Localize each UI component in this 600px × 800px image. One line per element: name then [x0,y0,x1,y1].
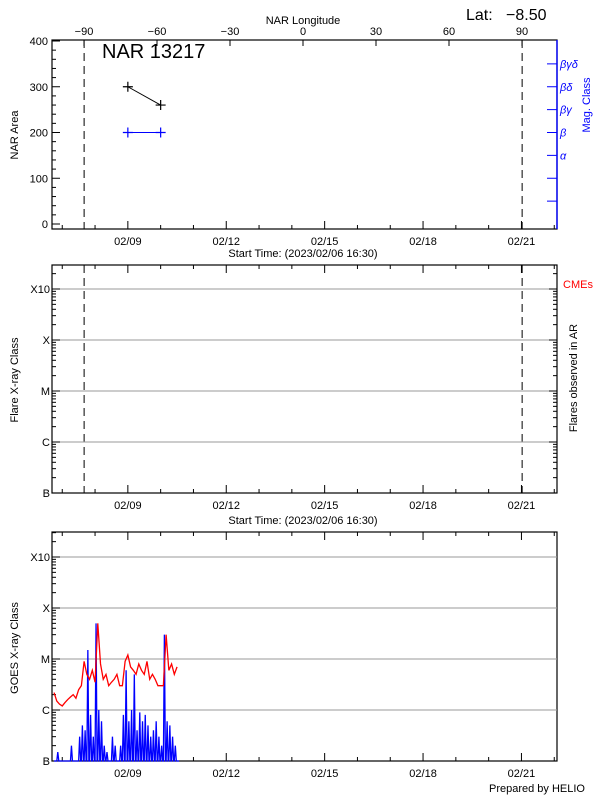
x-tick-label: 02/09 [114,500,142,512]
cmes-label: CMEs [563,279,593,291]
panel-2-frame [51,264,558,494]
y-tick-label: C [42,437,50,449]
y-tick-label: X [43,603,51,615]
lon-tick-label: 30 [370,26,382,38]
lon-tick-label: 0 [300,26,306,38]
y-tick-label: 400 [30,36,48,48]
area-point [122,81,133,92]
mag-tick-label: α [560,150,567,162]
footer-credit: Prepared by HELIO [489,783,585,795]
lon-tick-label: 60 [443,26,455,38]
mag-tick-label: βγδ [559,59,579,71]
lon-tick-label: −30 [221,26,240,38]
mag-tick-label: βδ [559,82,573,94]
x-tick-label: 02/21 [508,500,536,512]
x-tick-label: 02/12 [212,236,240,248]
area-point [155,100,166,111]
y-tick-label: X [43,335,51,347]
y-tick-label: X10 [30,552,50,564]
y-tick-label: C [42,705,50,717]
mag-tick-label: βγ [559,105,573,117]
goes-axis-label: GOES X-ray Class [9,602,21,694]
goes-short-channel-line [54,623,180,762]
x-tick-label: 02/15 [311,500,339,512]
panel1-xlabel: Start Time: (2023/02/06 16:30) [228,248,377,260]
y-tick-label: M [41,654,50,666]
y-tick-label: B [43,488,50,500]
flare-axis-label: Flare X-ray Class [9,337,21,422]
y-tick-label: X10 [30,284,50,296]
y-tick-label: 0 [42,219,48,231]
mag-class-point [122,127,133,138]
y-tick-label: 100 [30,173,48,185]
goes-long-channel-line [53,623,178,707]
x-tick-label: 02/21 [508,768,536,780]
mag-class-point [155,127,166,138]
lon-tick-label: 90 [516,26,528,38]
x-tick-label: 02/18 [409,500,437,512]
lat-value: −8.50 [506,7,547,24]
area-line [127,86,161,106]
x-tick-label: 02/21 [508,236,536,248]
x-tick-label: 02/09 [114,768,142,780]
mag-tick-label: β [559,128,567,140]
y-tick-label: M [41,386,50,398]
x-tick-label: 02/09 [114,236,142,248]
x-tick-label: 02/12 [212,500,240,512]
mag-class-axis-label: Mag. Class [581,77,593,133]
panel2-xlabel: Start Time: (2023/02/06 16:30) [228,515,377,527]
y-tick-label: B [43,756,50,768]
x-tick-label: 02/18 [409,236,437,248]
lat-label: Lat: [466,7,493,24]
y-tick-label: 200 [30,128,48,140]
area-axis-label: NAR Area [9,110,21,160]
x-tick-label: 02/15 [311,236,339,248]
top-axis-label: NAR Longitude [266,15,341,27]
x-tick-label: 02/12 [212,768,240,780]
region-title: NAR 13217 [102,41,205,63]
y-tick-label: 300 [30,82,48,94]
flares-observed-label: Flares observed in AR [568,324,580,432]
x-tick-label: 02/15 [311,768,339,780]
lon-tick-label: −90 [75,26,94,38]
x-tick-label: 02/18 [409,768,437,780]
lon-tick-label: −60 [148,26,167,38]
panel-3-frame [51,531,558,762]
